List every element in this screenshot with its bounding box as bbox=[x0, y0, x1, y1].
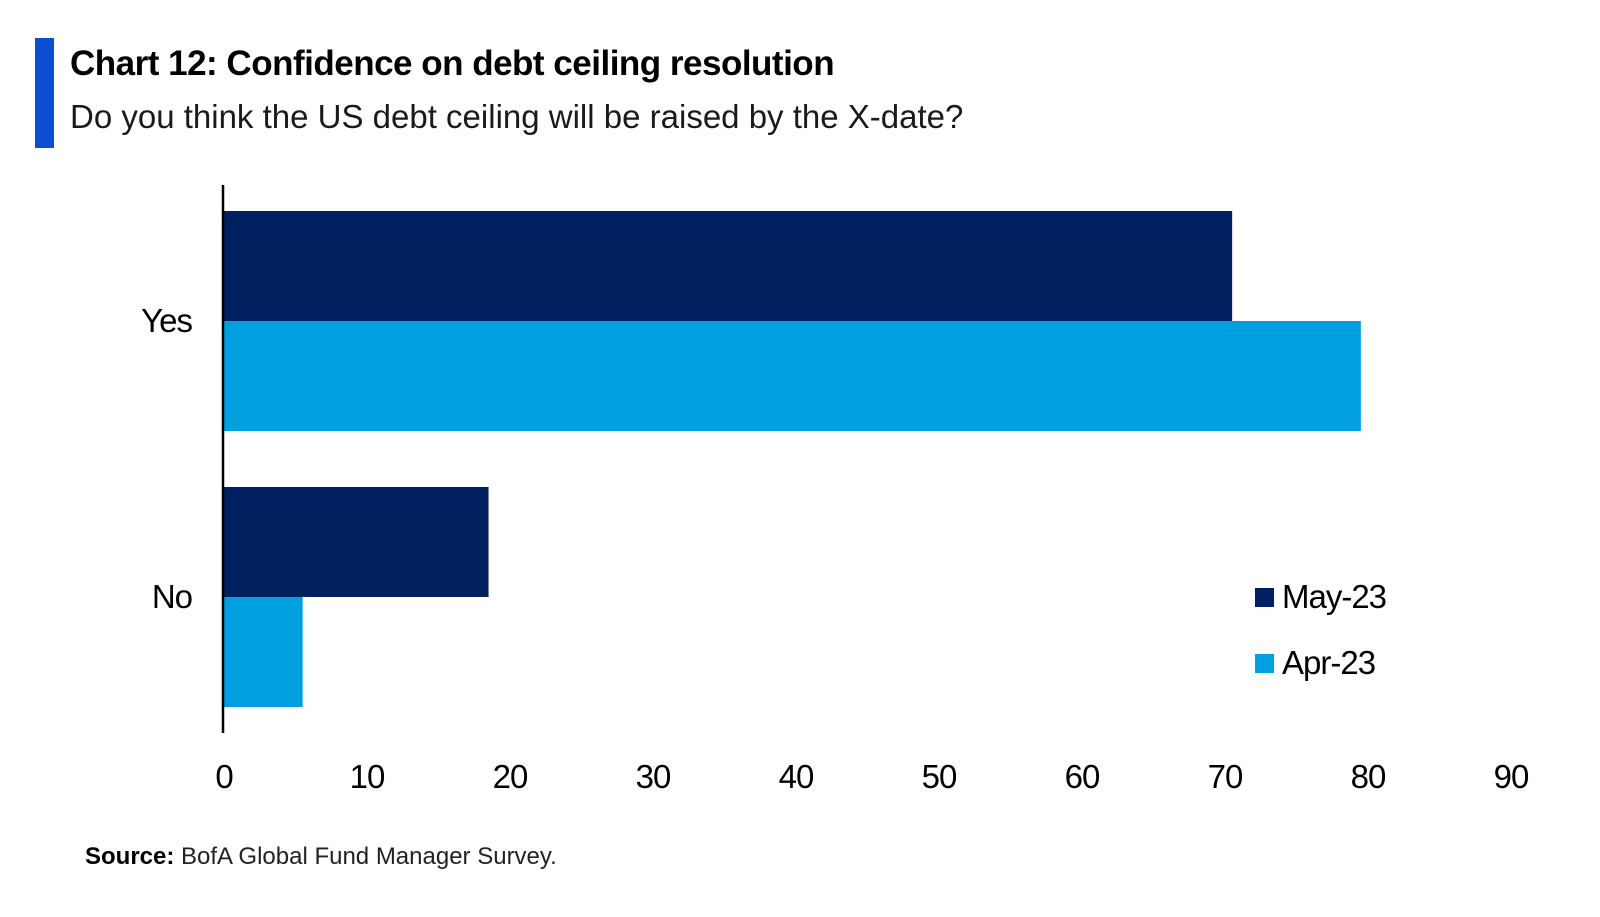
bar-yes-apr-23 bbox=[224, 321, 1361, 431]
x-tick-label-90: 90 bbox=[1494, 758, 1529, 795]
legend-swatch-apr-23 bbox=[1255, 653, 1274, 673]
x-tick-label-70: 70 bbox=[1208, 758, 1243, 795]
category-label-no: No bbox=[152, 578, 192, 615]
x-tick-label-30: 30 bbox=[636, 758, 671, 795]
source-text: BofA Global Fund Manager Survey. bbox=[174, 843, 557, 870]
bar-no-may-23 bbox=[224, 487, 489, 597]
legend-label-apr-23: Apr-23 bbox=[1282, 644, 1376, 681]
legend-item-may-23: May-23 bbox=[1255, 575, 1387, 619]
bar-yes-may-23 bbox=[224, 211, 1233, 321]
chart-subtitle: Do you think the US debt ceiling will be… bbox=[70, 98, 964, 135]
x-tick-label-80: 80 bbox=[1351, 758, 1386, 795]
legend-label-may-23: May-23 bbox=[1282, 578, 1387, 615]
x-tick-label-20: 20 bbox=[493, 758, 528, 795]
legend-swatch-may-23 bbox=[1255, 587, 1274, 607]
title-accent-bar bbox=[35, 38, 54, 148]
source-note: Source: BofA Global Fund Manager Survey. bbox=[85, 843, 557, 871]
x-tick-label-40: 40 bbox=[779, 758, 814, 795]
legend-item-apr-23: Apr-23 bbox=[1255, 641, 1386, 685]
bar-no-apr-23 bbox=[224, 597, 303, 707]
chart-title: Chart 12: Confidence on debt ceiling res… bbox=[70, 44, 835, 83]
x-tick-label-10: 10 bbox=[350, 758, 385, 795]
category-label-yes: Yes bbox=[141, 302, 192, 339]
x-tick-label-60: 60 bbox=[1065, 758, 1100, 795]
x-tick-label-50: 50 bbox=[922, 758, 957, 795]
x-tick-label-0: 0 bbox=[215, 758, 233, 795]
source-prefix: Source: bbox=[85, 843, 175, 870]
legend: May-23 Apr-23 bbox=[1255, 575, 1387, 707]
